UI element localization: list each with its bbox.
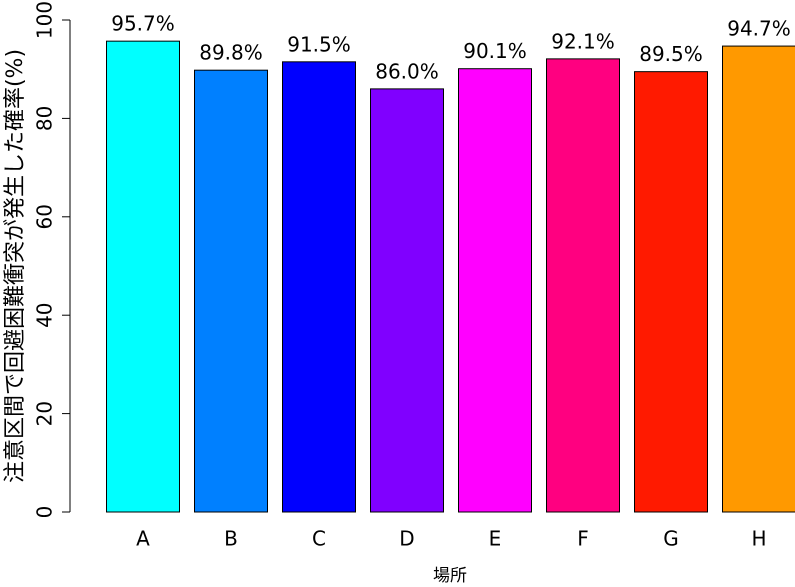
- x-tick-label: D: [399, 527, 414, 551]
- data-label: 89.5%: [639, 42, 703, 66]
- y-tick-label: 80: [33, 106, 57, 131]
- bar: [634, 71, 708, 513]
- y-tick-label: 40: [33, 302, 57, 327]
- x-tick-label: H: [751, 527, 766, 551]
- bar: [370, 88, 444, 513]
- data-label: 92.1%: [551, 29, 615, 53]
- bar: [194, 69, 268, 513]
- data-label: 86.0%: [375, 59, 439, 83]
- bar: [722, 45, 795, 513]
- x-tick-label: B: [224, 527, 238, 551]
- data-label: 91.5%: [287, 32, 351, 56]
- bar: [458, 68, 532, 513]
- bar: [282, 61, 356, 513]
- y-tick-label: 20: [33, 401, 57, 426]
- y-tick-label: 100: [33, 1, 57, 39]
- bar: [546, 58, 620, 513]
- x-tick-label: C: [312, 527, 326, 551]
- data-label: 94.7%: [727, 17, 791, 41]
- x-tick-label: E: [489, 527, 502, 551]
- data-label: 90.1%: [463, 39, 527, 63]
- y-tick-label: 60: [33, 204, 57, 229]
- bar: [106, 40, 180, 513]
- x-tick-label: A: [136, 527, 150, 551]
- y-axis-label: 注意区間で回避困難衝突が発生した確率(%): [3, 49, 28, 483]
- x-tick-label: F: [577, 527, 589, 551]
- x-axis-label: 場所: [433, 566, 467, 586]
- x-tick-label: G: [663, 527, 679, 551]
- data-label: 89.8%: [199, 41, 263, 65]
- y-tick-label: 0: [33, 506, 57, 519]
- data-label: 95.7%: [111, 12, 175, 36]
